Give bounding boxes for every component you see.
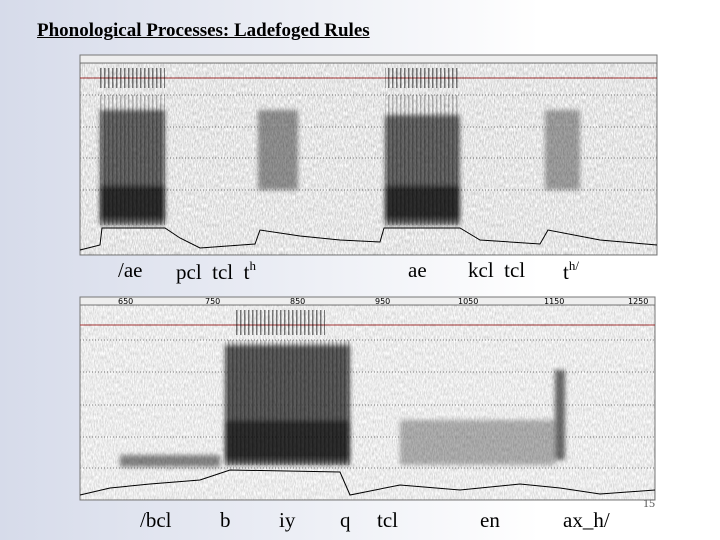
time-mark: 1150 bbox=[544, 297, 565, 306]
phone-label: b bbox=[220, 508, 231, 532]
phone-label: iy bbox=[279, 508, 296, 532]
time-mark: 850 bbox=[290, 297, 306, 306]
phone-label: /ae bbox=[118, 258, 142, 283]
phone-label: pcl tcl th bbox=[176, 258, 256, 285]
phone-label: kcl tcl bbox=[468, 258, 525, 283]
label-text: ae bbox=[408, 258, 427, 282]
time-mark: 750 bbox=[205, 297, 221, 306]
phone-label: en bbox=[480, 508, 500, 532]
label-text: t bbox=[563, 260, 569, 284]
time-mark: 1250 bbox=[628, 297, 649, 306]
phone-label: th/ bbox=[563, 258, 579, 285]
phone-label: q bbox=[340, 508, 351, 532]
time-mark: 1050 bbox=[458, 297, 479, 306]
slide-title: Phonological Processes: Ladefoged Rules bbox=[37, 20, 370, 41]
phone-label: ae bbox=[408, 258, 427, 283]
time-mark: 650 bbox=[118, 297, 134, 306]
phone-label: /bcl bbox=[140, 508, 172, 532]
label-text: pcl tcl t bbox=[176, 260, 250, 284]
label-sup: h bbox=[249, 258, 256, 273]
phone-label: ax_h/ bbox=[563, 508, 610, 532]
top-spectrogram bbox=[79, 54, 658, 256]
bottom-spectrogram bbox=[79, 296, 656, 501]
label-text: /ae bbox=[118, 258, 143, 282]
phone-label: tcl bbox=[377, 508, 398, 532]
label-text: kcl tcl bbox=[468, 258, 526, 282]
label-sup: h/ bbox=[568, 258, 579, 273]
page-number: 15 bbox=[643, 496, 655, 510]
time-mark: 950 bbox=[375, 297, 391, 306]
